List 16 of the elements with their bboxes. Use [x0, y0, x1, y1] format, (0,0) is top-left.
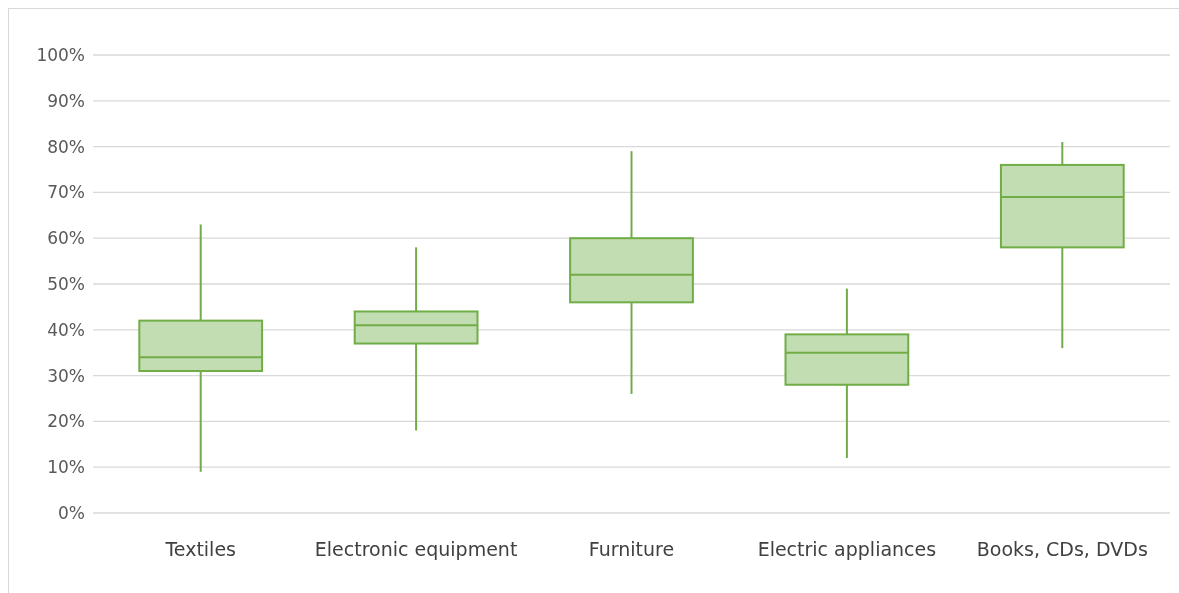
y-tick-label: 60% — [47, 228, 85, 249]
x-tick-label: Books, CDs, DVDs — [976, 538, 1148, 560]
y-tick-label: 100% — [36, 44, 85, 65]
y-tick-label: 20% — [47, 411, 85, 432]
y-tick-label: 40% — [47, 319, 85, 340]
y-tick-label: 10% — [47, 457, 85, 478]
y-tick-label: 90% — [47, 90, 85, 111]
x-tick-label: Furniture — [588, 538, 675, 560]
y-tick-label: 70% — [47, 182, 85, 203]
y-tick-label: 80% — [47, 136, 85, 157]
y-tick-label: 0% — [58, 502, 85, 523]
y-tick-label: 50% — [47, 273, 85, 294]
y-tick-label: 30% — [47, 365, 85, 386]
x-tick-label: Electronic equipment — [314, 538, 518, 560]
x-tick-label: Electric appliances — [757, 538, 937, 560]
x-tick-label: Textiles — [164, 538, 236, 560]
